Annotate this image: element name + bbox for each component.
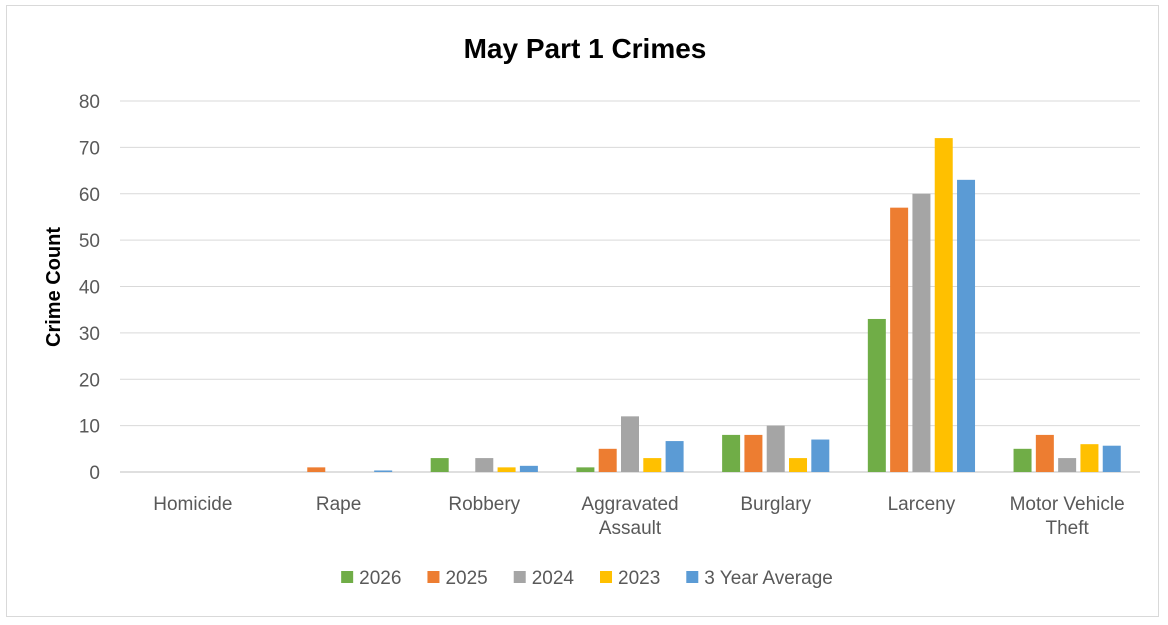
bar — [1013, 448, 1032, 472]
y-tick-label: 70 — [79, 138, 100, 159]
bar — [744, 434, 763, 472]
legend-label: 2023 — [618, 568, 660, 589]
y-tick-label: 60 — [79, 185, 100, 206]
bar — [722, 434, 741, 472]
bar — [374, 470, 393, 472]
bar — [890, 207, 909, 472]
legend-label: 2026 — [359, 568, 401, 589]
x-axis-categories: Homicide Rape Robbery Aggravated Assault Burg… — [153, 494, 1124, 539]
x-category-label: Motor Vehicle Theft — [1010, 494, 1125, 539]
x-category-label: Larceny — [888, 494, 956, 515]
bar — [621, 416, 639, 472]
x-category-label: Robbery — [448, 494, 520, 515]
y-tick-label: 0 — [89, 463, 100, 484]
bar — [430, 458, 449, 472]
legend-swatch — [686, 571, 699, 583]
legend-label: 2024 — [532, 568, 575, 589]
bar — [576, 467, 595, 472]
bar — [497, 467, 516, 472]
bar — [307, 467, 326, 472]
y-tick-label: 40 — [79, 278, 100, 299]
legend-swatch — [427, 571, 440, 583]
bar — [789, 458, 808, 472]
bars — [307, 138, 1121, 472]
bar — [1102, 445, 1121, 472]
bar — [643, 458, 662, 472]
legend: 2026 2025 2024 2023 3 Year Average — [341, 568, 833, 589]
x-category-label: Aggravated Assault — [581, 494, 678, 539]
y-tick-label: 50 — [79, 231, 100, 252]
y-tick-label: 30 — [79, 324, 100, 345]
bar — [1058, 458, 1077, 472]
bar — [598, 448, 617, 472]
y-axis-ticks: 0 10 20 30 40 50 60 70 80 — [79, 92, 100, 484]
bar — [811, 439, 830, 472]
legend-swatch — [513, 571, 526, 583]
bar — [867, 318, 886, 472]
x-category-label: Rape — [316, 494, 361, 515]
y-tick-label: 80 — [79, 92, 100, 113]
bar — [665, 441, 684, 472]
y-tick-label: 20 — [79, 370, 100, 391]
bar — [475, 458, 494, 472]
legend-label: 2025 — [445, 568, 487, 589]
y-axis-label: Crime Count — [43, 227, 65, 347]
x-category-label: Homicide — [153, 494, 232, 515]
bar — [912, 193, 931, 472]
bar — [766, 425, 785, 472]
legend-label: 3 Year Average — [704, 568, 833, 589]
legend-swatch — [600, 571, 613, 583]
y-tick-label: 10 — [79, 417, 100, 438]
bar — [1080, 444, 1099, 472]
chart-title: May Part 1 Crimes — [464, 33, 707, 64]
bar — [957, 179, 976, 472]
bar — [1035, 434, 1054, 472]
legend-swatch — [341, 571, 354, 583]
x-category-label: Burglary — [740, 494, 811, 515]
bar — [934, 138, 953, 472]
bar — [519, 465, 538, 472]
